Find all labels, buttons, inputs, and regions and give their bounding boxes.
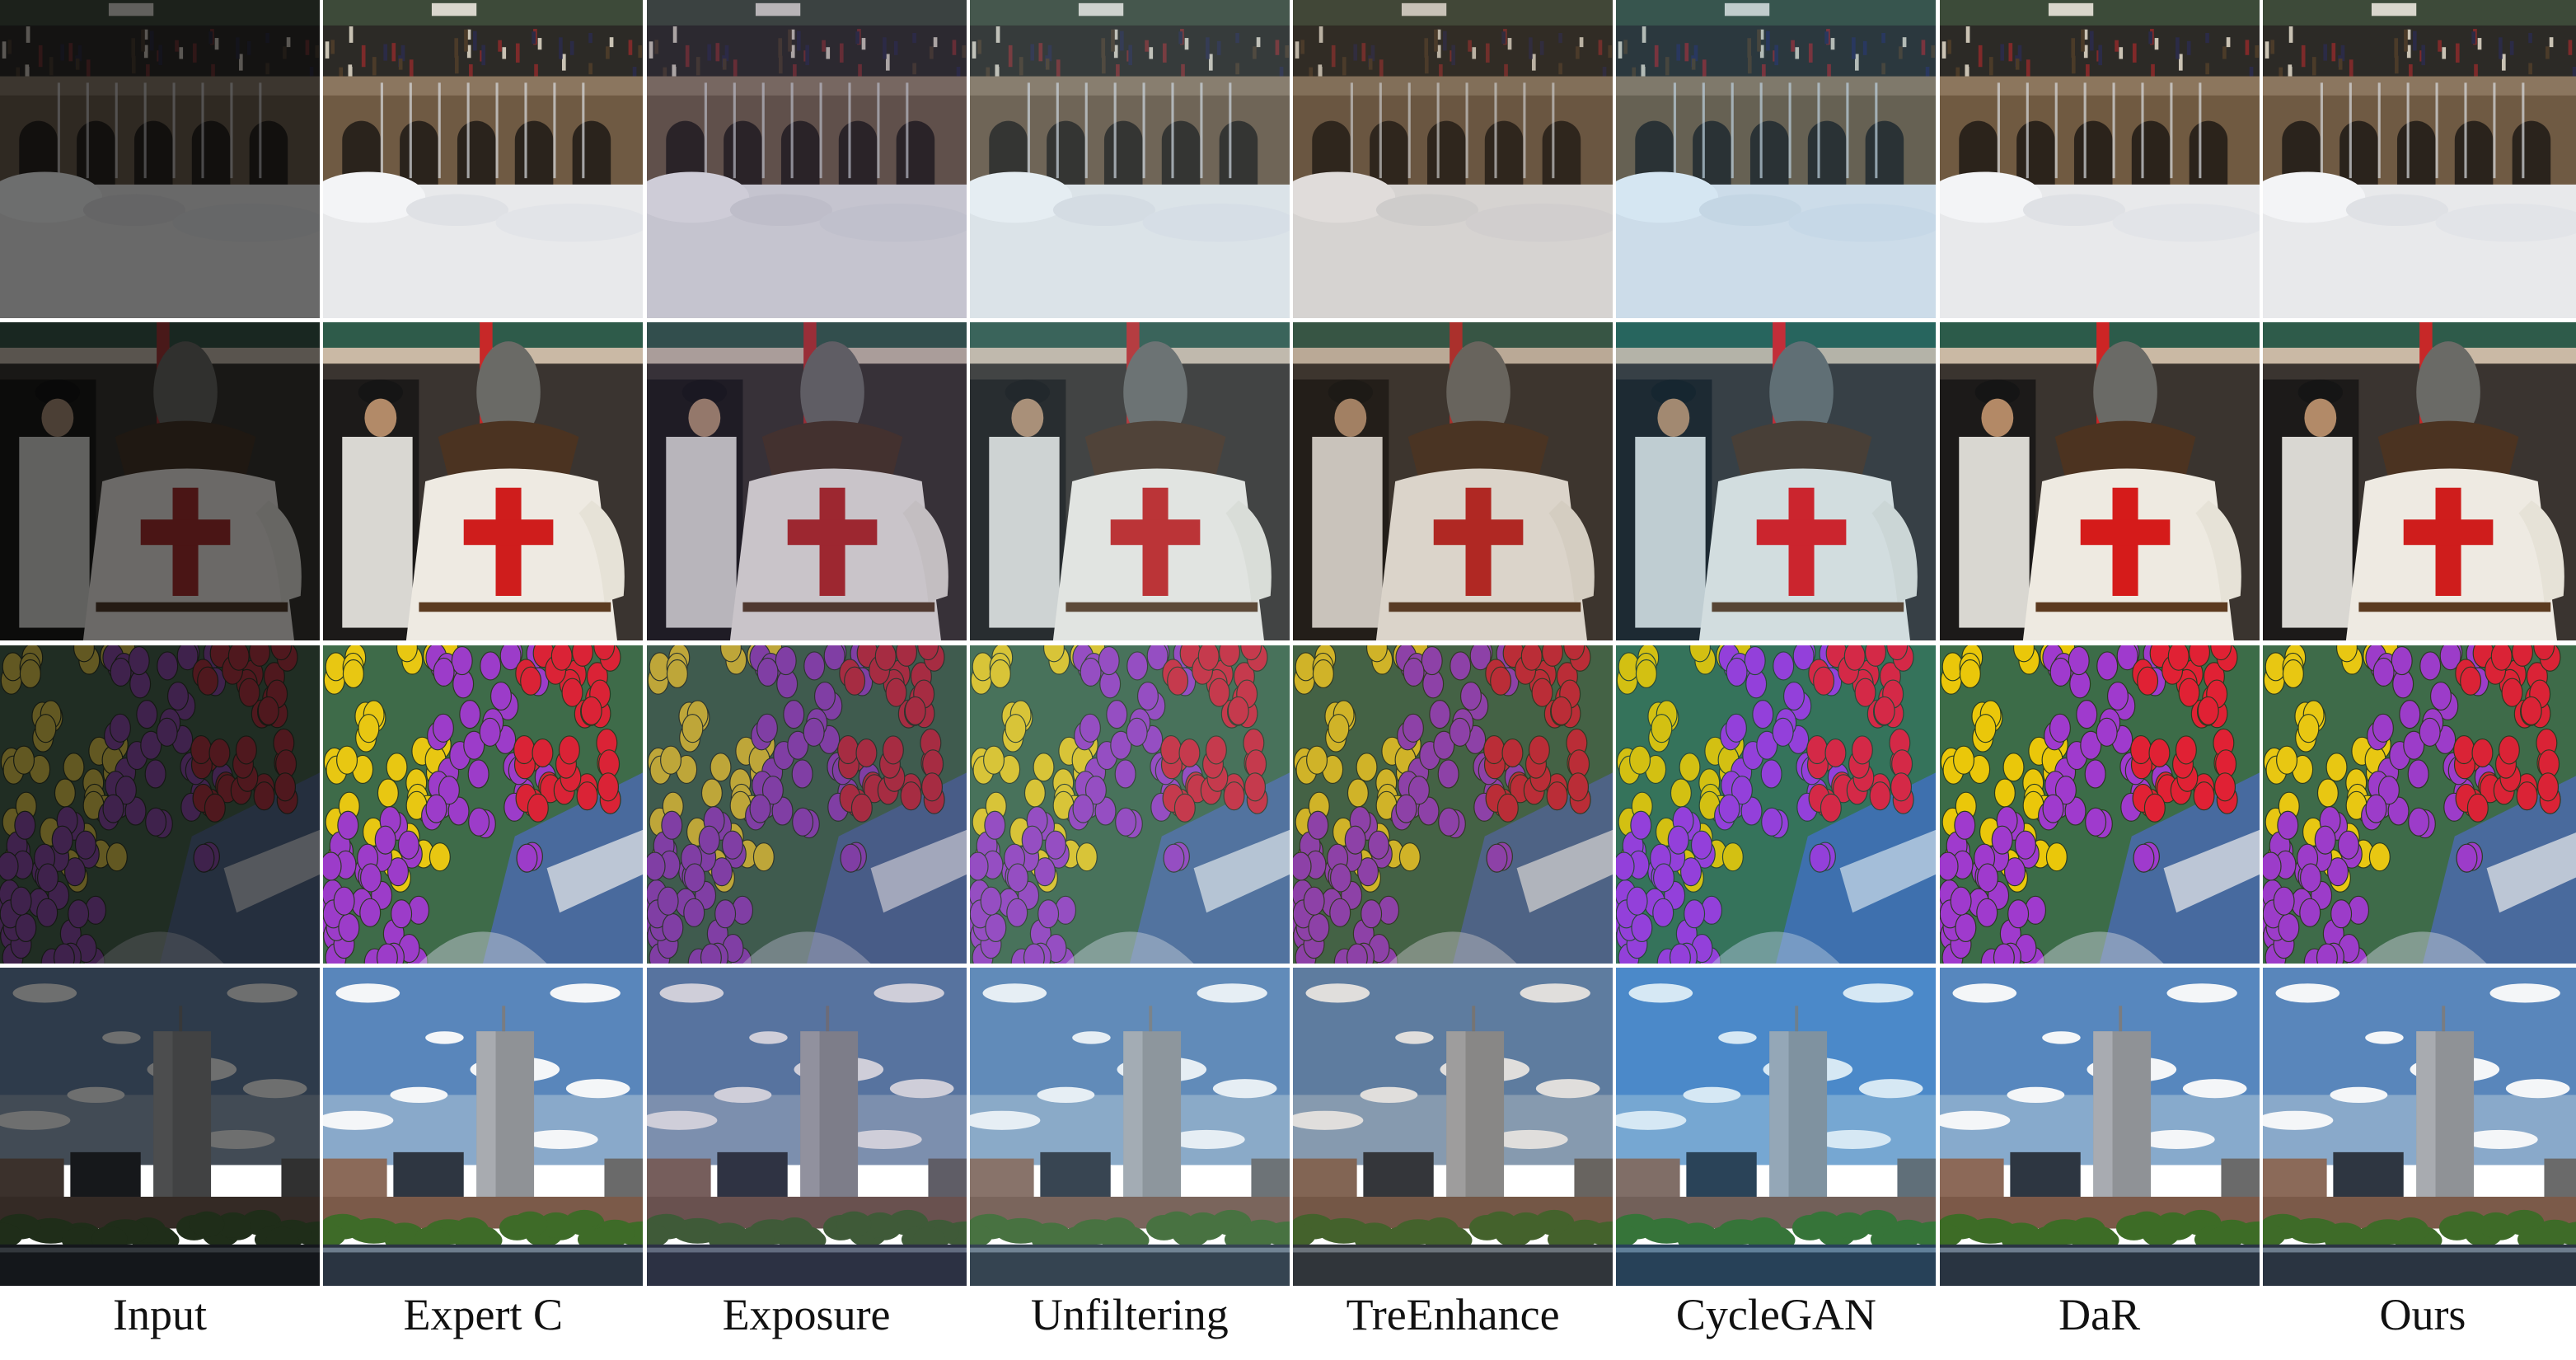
image-city-tower-exposure	[646, 967, 967, 1286]
image-tulips-treenhance	[1293, 645, 1614, 964]
image-city-tower-ours	[2262, 967, 2576, 1286]
image-city-tower-treenhance	[1293, 967, 1614, 1286]
image-fountain-snow-ours	[2262, 0, 2576, 318]
column-label-cyclegan: CycleGAN	[1675, 1290, 1876, 1339]
image-knight-crusader-cyclegan	[1616, 322, 1937, 641]
image-tulips-input	[0, 645, 320, 964]
column-label-input: Input	[113, 1290, 207, 1339]
column-label-dar: DaR	[2058, 1290, 2141, 1339]
image-tulips-ours	[2262, 645, 2576, 964]
column-label-unfiltering: Unfiltering	[1030, 1290, 1229, 1339]
image-city-tower-expert-c	[323, 967, 644, 1286]
image-knight-crusader-input	[0, 322, 320, 641]
image-knight-crusader-expert-c	[323, 322, 644, 641]
image-knight-crusader-dar	[1939, 322, 2260, 641]
image-city-tower-input	[0, 967, 320, 1286]
image-tulips-dar	[1939, 645, 2260, 964]
image-fountain-snow-unfiltering	[969, 0, 1290, 318]
image-fountain-snow-expert-c	[323, 0, 644, 318]
image-city-tower-cyclegan	[1616, 967, 1937, 1286]
image-fountain-snow-dar	[1939, 0, 2260, 318]
image-tulips-cyclegan	[1616, 645, 1937, 964]
image-fountain-snow-input	[0, 0, 320, 318]
column-label-exposure: Exposure	[722, 1290, 891, 1339]
column-label-ours: Ours	[2379, 1290, 2466, 1339]
image-city-tower-dar	[1939, 967, 2260, 1286]
image-grid	[0, 0, 2576, 1286]
image-knight-crusader-exposure	[646, 322, 967, 641]
image-city-tower-unfiltering	[969, 967, 1290, 1286]
column-label-expert-c: Expert C	[403, 1290, 563, 1339]
column-label-treenhance: TreEnhance	[1346, 1290, 1560, 1339]
image-fountain-snow-treenhance	[1293, 0, 1614, 318]
image-tulips-unfiltering	[969, 645, 1290, 964]
image-tulips-expert-c	[323, 645, 644, 964]
image-knight-crusader-unfiltering	[969, 322, 1290, 641]
image-tulips-exposure	[646, 645, 967, 964]
image-fountain-snow-exposure	[646, 0, 967, 318]
image-knight-crusader-ours	[2262, 322, 2576, 641]
image-fountain-snow-cyclegan	[1616, 0, 1937, 318]
image-knight-crusader-treenhance	[1293, 322, 1614, 641]
